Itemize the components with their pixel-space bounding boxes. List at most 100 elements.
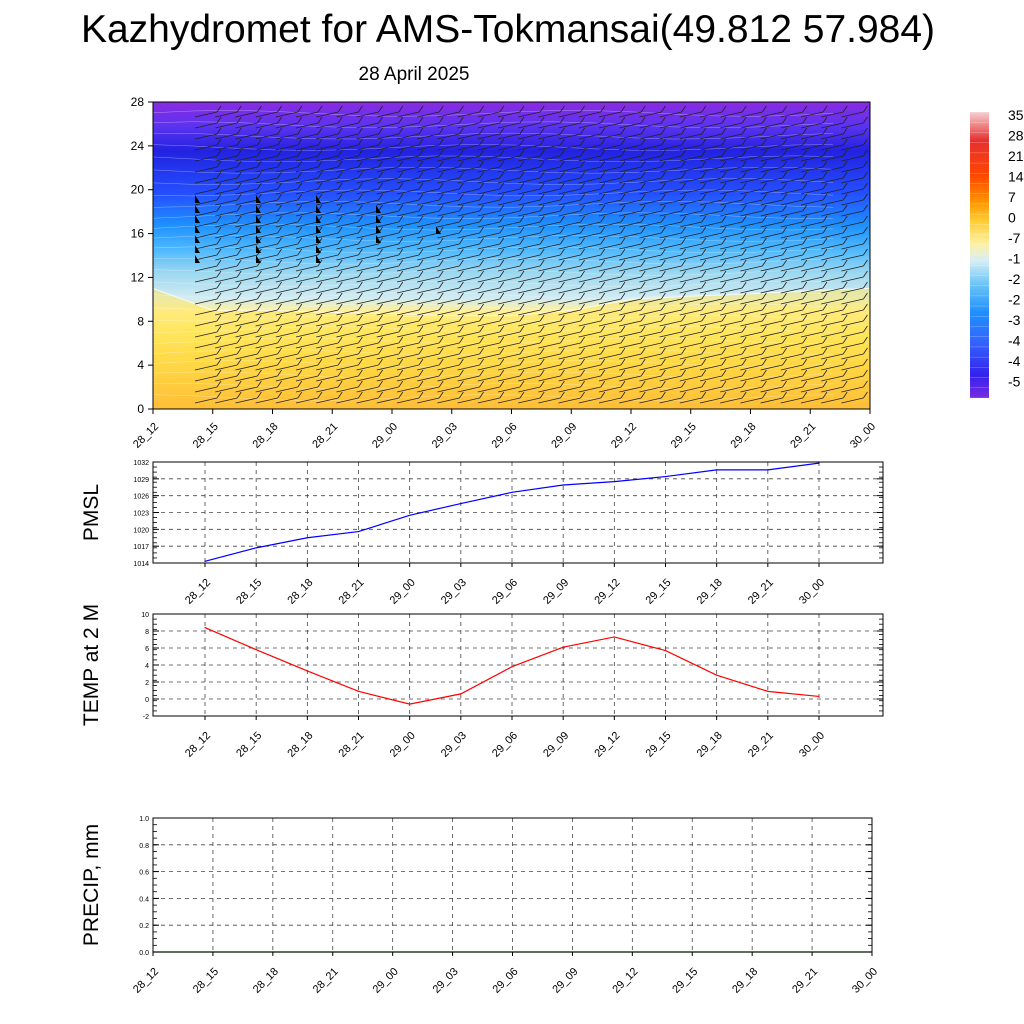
wind-barb xyxy=(558,325,585,338)
wind-barb-feather xyxy=(257,336,262,344)
wind-barb-shaft xyxy=(316,375,339,382)
wind-barb xyxy=(821,160,848,173)
wind-barb-feather xyxy=(378,105,383,113)
wind-barb-feather xyxy=(701,391,707,399)
wind-barb-feather xyxy=(378,380,383,388)
wind-barb-feather xyxy=(681,347,686,355)
wind-barb xyxy=(800,347,828,360)
wind-barb-shaft xyxy=(417,177,440,184)
wind-barb-shaft xyxy=(619,386,642,393)
wind-barb xyxy=(275,149,303,162)
wind-barb xyxy=(659,105,686,118)
wind-barb-shaft xyxy=(598,265,622,272)
wind-barb-shaft xyxy=(295,364,319,371)
wind-barb-feather xyxy=(661,380,666,388)
isotherm-contour xyxy=(153,110,834,117)
wind-barb-shaft xyxy=(437,320,460,327)
wind-barb-shaft xyxy=(518,199,541,206)
wind-barb xyxy=(356,380,383,393)
wind-barb xyxy=(740,281,767,294)
wind-barb-shaft xyxy=(457,210,480,217)
wind-barb-shaft xyxy=(396,265,420,272)
wind-barb-feather xyxy=(721,237,727,245)
wind-barb-feather xyxy=(297,149,303,157)
wind-barb xyxy=(780,160,808,173)
wind-barb xyxy=(619,369,646,382)
wind-barb-shaft xyxy=(396,397,420,404)
wind-barb-feather xyxy=(620,182,626,190)
wind-barb xyxy=(619,314,646,327)
wind-barb xyxy=(598,226,626,239)
wind-barb xyxy=(780,292,808,305)
wind-barb xyxy=(639,270,666,283)
wind-barb-shaft xyxy=(679,111,702,118)
wind-barb-feather xyxy=(337,391,343,399)
isotherm-contour xyxy=(153,189,834,197)
wind-barb xyxy=(760,358,787,371)
wind-barb xyxy=(437,347,464,360)
y-tick-label: 0.2 xyxy=(139,923,149,930)
wind-barb-feather xyxy=(499,380,505,388)
wind-barb-shaft xyxy=(275,122,298,129)
wind-barb-shaft xyxy=(518,188,541,195)
wind-barb xyxy=(780,303,808,316)
wind-barb-feather xyxy=(620,127,626,135)
data-point xyxy=(306,670,308,672)
wind-barb-feather xyxy=(560,380,565,388)
wind-barb xyxy=(679,314,707,327)
wind-barb-shaft xyxy=(760,177,783,184)
wind-barb-feather xyxy=(762,391,767,399)
wind-barb-shaft xyxy=(215,364,238,371)
wind-barb-shaft xyxy=(316,320,339,327)
wind-barb-shaft xyxy=(417,276,440,283)
wind-barb-shaft xyxy=(800,122,824,129)
wind-barb-feather xyxy=(479,105,484,113)
wind-barb xyxy=(457,116,484,129)
wind-barb-shaft xyxy=(679,298,702,305)
wind-barb-shaft xyxy=(497,155,521,162)
wind-barb xyxy=(538,116,565,129)
wind-barb xyxy=(194,303,222,316)
wind-barb-shaft xyxy=(376,166,399,173)
wind-barb-shaft xyxy=(457,111,480,118)
wind-barb-shaft xyxy=(457,265,480,272)
wind-barb-feather xyxy=(499,292,505,300)
wind-barb-feather xyxy=(640,347,646,355)
wind-barb-feather xyxy=(499,358,505,366)
wind-barb-feather xyxy=(762,292,767,300)
wind-barb-shaft xyxy=(760,133,783,140)
wind-pennant xyxy=(316,225,321,233)
wind-barb xyxy=(295,138,323,151)
wind-barb xyxy=(538,248,565,261)
wind-barb-feather xyxy=(802,336,808,344)
wind-barb-feather xyxy=(398,391,404,399)
wind-barb xyxy=(376,259,404,272)
wind-barb-shaft xyxy=(720,331,743,338)
wind-barb xyxy=(316,182,343,195)
wind-barb-feather xyxy=(721,303,727,311)
wind-barb xyxy=(538,336,565,349)
wind-barb-shaft xyxy=(740,342,763,349)
wind-barb-shaft xyxy=(376,309,399,316)
wind-barb xyxy=(376,292,404,305)
x-tick-label: 29_09 xyxy=(541,577,571,607)
wind-barb xyxy=(659,369,686,382)
wind-barb-feather xyxy=(317,347,323,355)
wind-barb-feather xyxy=(802,116,808,124)
wind-barb-feather xyxy=(782,325,787,333)
wind-barb-shaft xyxy=(760,210,783,217)
wind-barb-shaft xyxy=(235,122,258,129)
wind-barb-feather xyxy=(317,325,323,333)
wind-barb-feather xyxy=(600,292,606,300)
wind-barb-shaft xyxy=(760,221,783,228)
wind-barb-shaft xyxy=(417,199,440,206)
wind-barb-shaft xyxy=(639,309,662,316)
wind-barb-feather xyxy=(620,149,626,157)
wind-barb-shaft xyxy=(558,309,581,316)
wind-barb xyxy=(821,204,848,217)
wind-barb xyxy=(275,347,303,360)
x-tick-label: 29_15 xyxy=(644,730,674,760)
wind-barb-feather xyxy=(459,358,464,366)
wind-barb-feather xyxy=(539,193,545,201)
wind-barb-feather xyxy=(863,105,868,113)
